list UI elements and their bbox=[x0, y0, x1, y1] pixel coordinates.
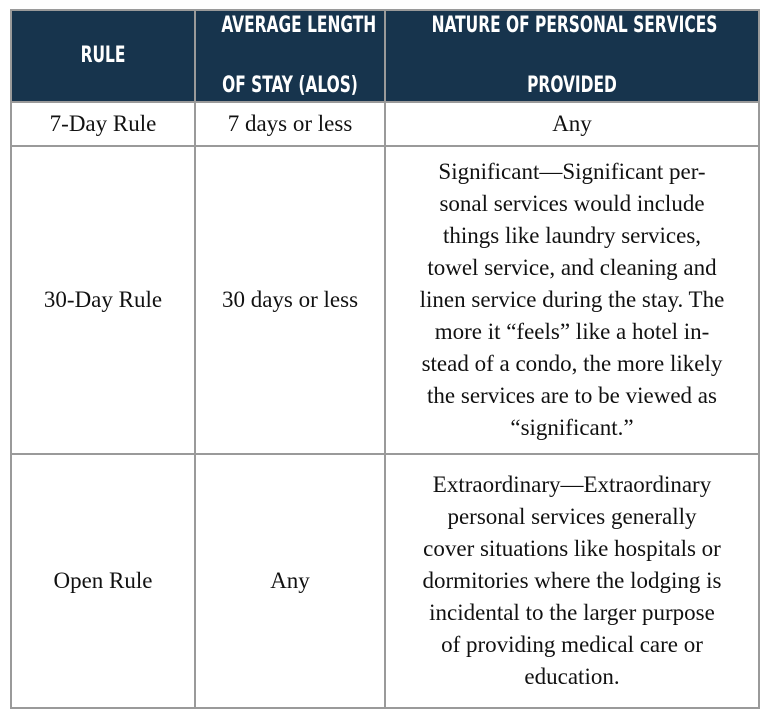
nature-line: stead of a condo, the more likely bbox=[421, 351, 723, 376]
nature-line: Any bbox=[552, 111, 592, 136]
nature-line: linen service during the stay. The bbox=[419, 287, 725, 312]
alos-cell: 7 days or less bbox=[194, 101, 386, 147]
header-line: AVERAGE LENGTH bbox=[221, 13, 377, 38]
alos-cell: 30 days or less bbox=[194, 145, 386, 455]
header-rule: RULE bbox=[10, 9, 196, 103]
header-line: NATURE OF PERSONAL SERVICES bbox=[431, 13, 718, 38]
table-row: 7-Day Rule 7 days or less Any bbox=[10, 101, 760, 147]
table-row: 30-Day Rule 30 days or less Significant—Si… bbox=[10, 145, 760, 455]
header-line: PROVIDED bbox=[527, 73, 617, 98]
header-line: OF STAY (ALOS) bbox=[222, 73, 358, 98]
nature-line: dormitories where the lodging is bbox=[422, 568, 722, 593]
header-line: RULE bbox=[80, 43, 126, 68]
nature-line: cover situations like hospitals or bbox=[423, 536, 721, 561]
nature-line: Significant—Significant per- bbox=[438, 159, 706, 184]
nature-line: incidental to the larger purpose bbox=[429, 600, 715, 625]
nature-line: education. bbox=[524, 664, 620, 689]
header-nature: NATURE OF PERSONAL SERVICES PROVIDED bbox=[384, 9, 760, 103]
nature-line: sonal services would include bbox=[439, 191, 705, 216]
nature-line: Extraordinary—Extraordinary bbox=[432, 472, 712, 497]
header-alos: AVERAGE LENGTH OF STAY (ALOS) bbox=[194, 9, 386, 103]
nature-line: towel service, and cleaning and bbox=[427, 255, 717, 280]
nature-cell: Extraordinary—Extraordinary personal serv… bbox=[384, 453, 760, 709]
header-row: RULE AVERAGE LENGTH OF STAY (ALOS) NATURE… bbox=[10, 9, 760, 103]
nature-line: the services are to be viewed as bbox=[427, 383, 717, 408]
rule-cell: 7-Day Rule bbox=[10, 101, 196, 147]
nature-line: “significant.” bbox=[510, 415, 634, 440]
nature-line: of providing medical care or bbox=[441, 632, 703, 657]
table-row: Open Rule Any Extraordinary—Extraordinary p… bbox=[10, 453, 760, 709]
rule-cell: Open Rule bbox=[10, 453, 196, 709]
alos-cell: Any bbox=[194, 453, 386, 709]
nature-line: things like laundry services, bbox=[442, 223, 702, 248]
nature-line: more it “feels” like a hotel in- bbox=[434, 319, 710, 344]
nature-line: personal services generally bbox=[447, 504, 697, 529]
nature-cell: Significant—Significant per-sonal servic… bbox=[384, 145, 760, 455]
rules-table: RULE AVERAGE LENGTH OF STAY (ALOS) NATURE… bbox=[10, 9, 760, 709]
nature-cell: Any bbox=[384, 101, 760, 147]
rule-cell: 30-Day Rule bbox=[10, 145, 196, 455]
